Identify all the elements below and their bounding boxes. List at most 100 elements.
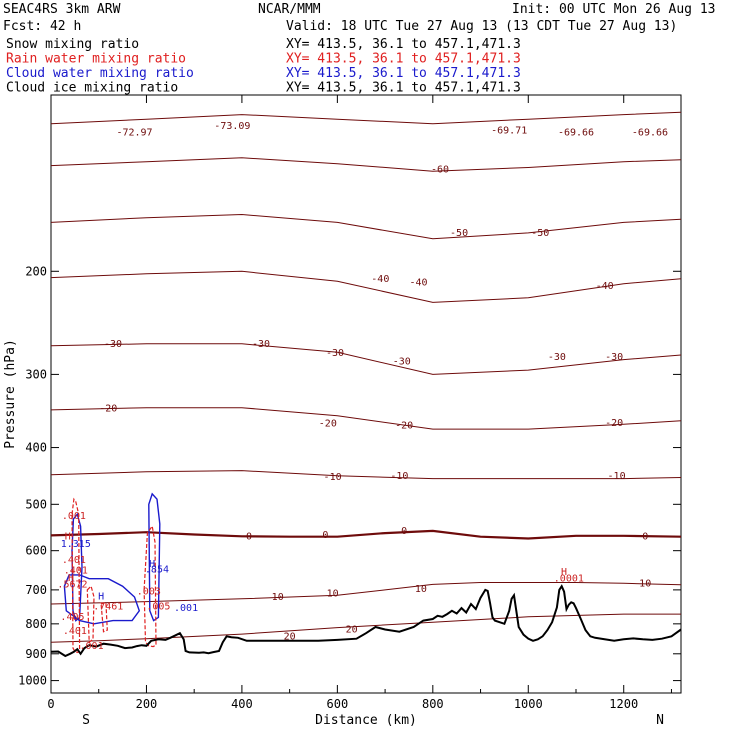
- legend: Snow mixing ratio XY= 413.5, 36.1 to 457.…: [6, 37, 521, 96]
- terrain-profile: [50, 584, 682, 658]
- x-axis-left-end: S: [82, 713, 90, 728]
- isotherm-m30: [50, 343, 682, 375]
- isotherm-label-6: -60: [431, 164, 449, 175]
- rain-label-6: .5672: [57, 580, 87, 591]
- hydrometeor-contours: [63, 492, 161, 654]
- cloud-label-5: .001: [174, 603, 198, 614]
- legend-coords-2: XY= 413.5, 36.1 to 457.1,471.3: [286, 52, 521, 67]
- y-tick-label-200: 200: [25, 264, 47, 278]
- isotherm-label-14: -30: [326, 348, 344, 359]
- cloud-water-contour-2: [148, 492, 161, 622]
- rain-label-7: .7461: [93, 601, 123, 612]
- isotherm-label-30: 10: [327, 588, 339, 599]
- x-tick-label-0: 0: [47, 697, 54, 711]
- y-axis-title: Pressure (hPa): [3, 339, 18, 449]
- isotherm-label-18: -20: [99, 403, 117, 414]
- y-tick-label-300: 300: [25, 367, 47, 381]
- isotherm-label-10: -40: [409, 277, 427, 288]
- rain-water-contour-1: [71, 497, 81, 654]
- isotherm-label-31: 10: [415, 584, 427, 595]
- legend-coords-4: XY= 413.5, 36.1 to 457.1,471.3: [286, 81, 521, 96]
- rain-label-13: H: [561, 567, 567, 578]
- init-time: Init: 00 UTC Mon 26 Aug 13: [512, 2, 716, 17]
- isotherm-label-29: 10: [272, 592, 284, 603]
- isotherm-20: [50, 613, 681, 643]
- rain-label-10: .001: [80, 641, 104, 652]
- x-tick-label-600: 600: [327, 697, 349, 711]
- isotherm-label-1: -72.97: [116, 128, 152, 139]
- isotherm-label-9: -40: [371, 274, 389, 285]
- isotherm-label-12: -30: [104, 339, 122, 350]
- y-tick-label-900: 900: [25, 647, 47, 661]
- isotherm-label-8: -50: [531, 228, 549, 239]
- rain-water-contour-2: [143, 524, 157, 648]
- isotherm-label-17: -30: [605, 352, 623, 363]
- isotherm-label-13: -30: [252, 339, 270, 350]
- isotherm-label-20: -20: [395, 421, 413, 432]
- isotherm-label-22: -10: [324, 472, 342, 483]
- y-tick-label-700: 700: [25, 583, 47, 597]
- isotherm-label-7: -50: [450, 228, 468, 239]
- isotherm-label-26: 0: [322, 530, 328, 541]
- isotherm-m60: [50, 157, 682, 172]
- plot-frame: [50, 94, 682, 694]
- rain-label-5: H: [68, 573, 74, 584]
- y-tick-label-400: 400: [25, 441, 47, 455]
- isotherm-m70: [50, 111, 682, 125]
- isotherm-m20: [50, 407, 682, 430]
- isotherm-label-21: -20: [605, 418, 623, 429]
- terrain-line: [50, 584, 682, 658]
- isotherm-label-3: -69.71: [491, 126, 527, 137]
- isotherm-label-34: 20: [346, 625, 358, 636]
- legend-coords-1: XY= 413.5, 36.1 to 457.1,471.3: [286, 37, 521, 52]
- isotherm-label-2: -73.09: [214, 121, 250, 132]
- cloud-label-1: 1.315: [61, 539, 91, 550]
- x-tick-label-1200: 1200: [609, 697, 638, 711]
- x-axis-title: Distance (km): [315, 713, 417, 728]
- forecast-hour: Fcst: 42 h: [3, 19, 81, 34]
- legend-entry-4: Cloud ice mixing ratio: [6, 81, 178, 96]
- rain-label-1: .001: [62, 511, 86, 522]
- isotherm-label-32: 10: [639, 578, 651, 589]
- isotherm-label-5: -69.66: [632, 128, 668, 139]
- isotherm-label-33: 20: [284, 631, 296, 642]
- legend-entry-1: Snow mixing ratio: [6, 37, 139, 52]
- org-label: NCAR/MMM: [258, 2, 321, 17]
- isotherm-label-25: 0: [246, 532, 252, 543]
- x-tick-label-400: 400: [231, 697, 253, 711]
- rain-label-8: .405: [60, 612, 84, 623]
- y-tick-label-500: 500: [25, 497, 47, 511]
- rain-label-4: .401: [64, 565, 88, 576]
- y-tick-label-600: 600: [25, 544, 47, 558]
- cloud-water-contour-3: [63, 574, 141, 625]
- rain-label-12: .005: [146, 602, 170, 613]
- cloud-label-4: H: [98, 591, 104, 602]
- contour-labels: -72.97 -73.09 -69.71 -69.66 -69.66 -60 -50 -50 -…: [57, 121, 668, 652]
- x-axis-right-end: N: [656, 713, 664, 728]
- x-tick-label-1000: 1000: [514, 697, 543, 711]
- legend-coords-3: XY= 413.5, 36.1 to 457.1,471.3: [286, 66, 521, 81]
- x-tick-label-800: 800: [422, 697, 444, 711]
- cloud-label-2: H: [149, 559, 155, 570]
- isotherm-m50: [50, 213, 682, 240]
- y-tick-label-1000: 1000: [18, 674, 47, 688]
- rain-label-11: .003: [137, 587, 161, 598]
- isotherm-10: [50, 582, 682, 605]
- valid-time: Valid: 18 UTC Tue 27 Aug 13 (13 CDT Tue …: [286, 19, 677, 34]
- isotherm-label-4: -69.66: [558, 128, 594, 139]
- rain-label-14: .0001: [554, 574, 584, 585]
- cloud-label-3: .854: [145, 564, 169, 575]
- isotherm-m40: [50, 270, 682, 303]
- isotherm-label-19: -20: [319, 419, 337, 430]
- rain-water-contour-3: [86, 585, 95, 644]
- isotherm-label-23: -10: [390, 471, 408, 482]
- isotherm-label-24: -10: [608, 471, 626, 482]
- isotherm-label-16: -30: [548, 352, 566, 363]
- isotherm-m10: [50, 470, 682, 480]
- isotherm-label-11: -40: [596, 281, 614, 292]
- x-tick-label-200: 200: [136, 697, 158, 711]
- legend-entry-3: Cloud water mixing ratio: [6, 66, 194, 81]
- legend-entry-2: Rain water mixing ratio: [6, 52, 186, 67]
